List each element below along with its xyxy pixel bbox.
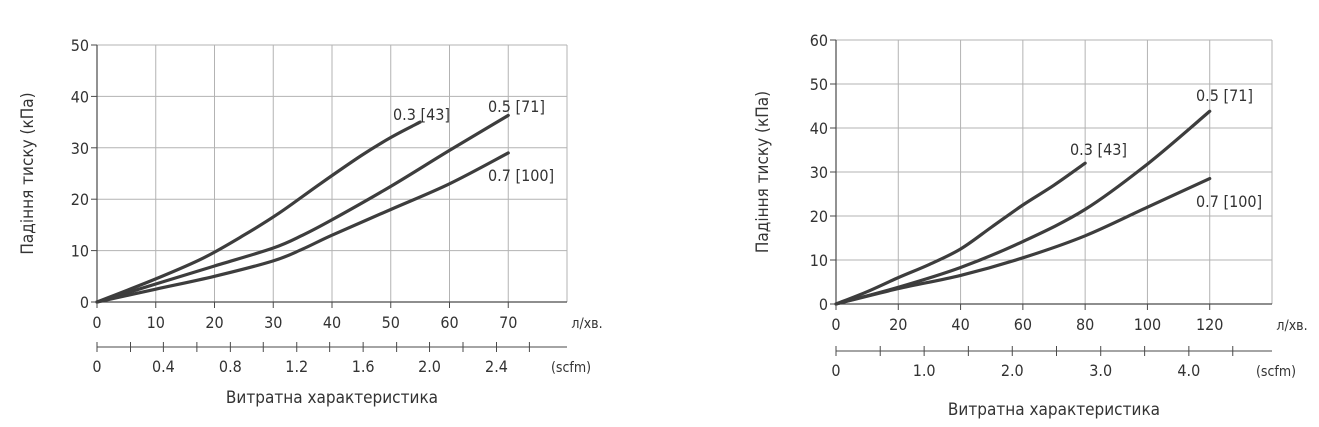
y-axis-title: Падіння тиску (кПа) xyxy=(18,92,38,254)
x-tick-label: 20 xyxy=(205,313,223,332)
series-label: 0.7 [100] xyxy=(1196,192,1262,211)
x-tick-label: 40 xyxy=(951,315,969,334)
x-unit-label: л/хв. xyxy=(571,316,602,332)
series-line xyxy=(95,120,422,304)
y-axis-title: Падіння тиску (кПа) xyxy=(753,91,773,253)
grid xyxy=(97,44,568,302)
x-unit-label: л/хв. xyxy=(1276,318,1307,334)
x2-tick-label: 0.4 xyxy=(152,357,175,376)
x-tick-label: 10 xyxy=(147,313,165,332)
series-label: 0.7 [100] xyxy=(488,166,554,185)
x2-tick-label: 2.0 xyxy=(418,357,441,376)
y-tick-label: 50 xyxy=(810,75,828,94)
series-label: 0.3 [43] xyxy=(393,105,450,124)
x-tick-label: 50 xyxy=(382,313,400,332)
series-label: 0.5 [71] xyxy=(488,97,545,116)
x2-tick-label: 3.0 xyxy=(1089,361,1112,380)
y-tick-label: 40 xyxy=(810,119,828,138)
y-tick-label: 20 xyxy=(71,190,89,209)
x2-tick-label: 0.8 xyxy=(219,357,242,376)
series-line xyxy=(95,151,510,304)
series-line xyxy=(95,113,510,304)
x2-tick-label: 1.2 xyxy=(285,357,308,376)
x-axis-title: Витратна характеристика xyxy=(226,388,438,408)
x-tick-label: 60 xyxy=(440,313,458,332)
x-tick-label: 80 xyxy=(1076,315,1094,334)
y-tick-label: 40 xyxy=(71,87,89,106)
x-tick-label: 100 xyxy=(1134,315,1161,334)
series-label: 0.5 [71] xyxy=(1196,86,1253,105)
y-tick-label: 10 xyxy=(810,251,828,270)
y-tick-label: 50 xyxy=(71,36,89,55)
x2-tick-label: 1.0 xyxy=(913,361,936,380)
series-line xyxy=(834,161,1087,306)
y-tick-label: 60 xyxy=(810,31,828,50)
series-line xyxy=(834,177,1212,306)
x2-unit-label: (scfm) xyxy=(551,360,591,376)
x-tick-label: 120 xyxy=(1196,315,1223,334)
x2-tick-label: 0 xyxy=(831,361,840,380)
y-tick-label: 30 xyxy=(810,163,828,182)
y-tick-label: 0 xyxy=(819,295,828,314)
y-tick-label: 20 xyxy=(810,207,828,226)
x2-tick-label: 2.0 xyxy=(1001,361,1024,380)
series-label: 0.3 [43] xyxy=(1070,140,1127,159)
x-tick-label: 40 xyxy=(323,313,341,332)
x2-unit-label: (scfm) xyxy=(1256,364,1296,380)
x-tick-label: 20 xyxy=(889,315,907,334)
x-tick-label: 0 xyxy=(831,315,840,334)
y-tick-label: 30 xyxy=(71,139,89,158)
grid xyxy=(836,39,1273,304)
chart-2: 0 10 20 30 40 50 60 0 20 40 60 80 100 120 л/хв. 0 1.0 2.0… xyxy=(753,31,1308,420)
x2-tick-label: 4.0 xyxy=(1177,361,1200,380)
y-tick-label: 0 xyxy=(80,293,89,312)
x-axis-title: Витратна характеристика xyxy=(948,400,1160,420)
x2-tick-label: 0 xyxy=(92,357,101,376)
x2-tick-label: 1.6 xyxy=(352,357,375,376)
x2-tick-label: 2.4 xyxy=(485,357,508,376)
chart-1: 0 10 20 30 40 50 0 10 20 30 40 50 60 70 л/хв. 0 0.4 0.8 1.… xyxy=(18,36,603,408)
x-tick-label: 0 xyxy=(92,313,101,332)
x-tick-label: 30 xyxy=(264,313,282,332)
y-tick-label: 10 xyxy=(71,242,89,261)
x-tick-label: 70 xyxy=(499,313,517,332)
x-tick-label: 60 xyxy=(1014,315,1032,334)
